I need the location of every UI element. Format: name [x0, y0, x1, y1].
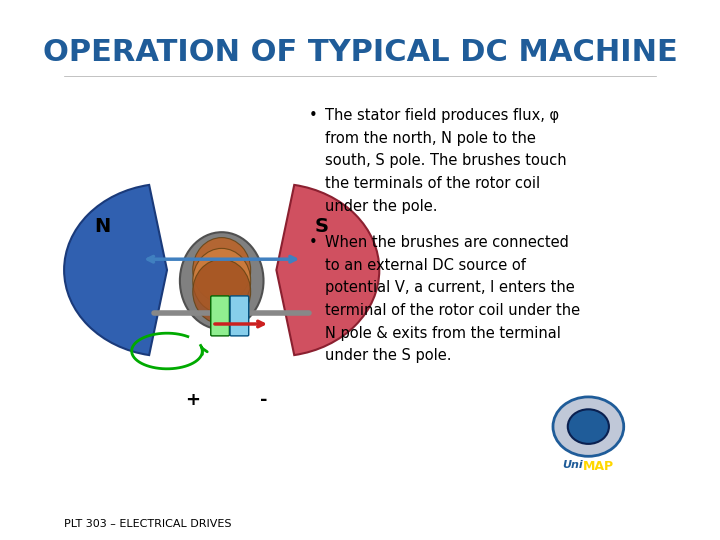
Text: the terminals of the rotor coil: the terminals of the rotor coil [325, 176, 540, 191]
Text: •: • [309, 108, 318, 123]
Text: under the S pole.: under the S pole. [325, 348, 451, 363]
Ellipse shape [193, 248, 251, 313]
Text: south, S pole. The brushes touch: south, S pole. The brushes touch [325, 153, 566, 168]
Text: to an external DC source of: to an external DC source of [325, 258, 526, 273]
Text: potential V, a current, I enters the: potential V, a current, I enters the [325, 280, 575, 295]
Text: Uni: Uni [562, 460, 583, 470]
Text: S: S [315, 217, 328, 237]
Text: MAP: MAP [583, 460, 614, 473]
Text: PLT 303 – ELECTRICAL DRIVES: PLT 303 – ELECTRICAL DRIVES [64, 519, 232, 529]
Circle shape [568, 409, 609, 444]
Ellipse shape [180, 232, 264, 329]
Text: The stator field produces flux, φ: The stator field produces flux, φ [325, 108, 559, 123]
Text: OPERATION OF TYPICAL DC MACHINE: OPERATION OF TYPICAL DC MACHINE [42, 38, 678, 67]
FancyBboxPatch shape [230, 296, 248, 336]
Text: terminal of the rotor coil under the: terminal of the rotor coil under the [325, 303, 580, 318]
Wedge shape [64, 185, 167, 355]
Text: from the north, N pole to the: from the north, N pole to the [325, 131, 536, 146]
Ellipse shape [193, 259, 251, 324]
Text: N: N [94, 217, 111, 237]
Text: When the brushes are connected: When the brushes are connected [325, 235, 569, 250]
FancyBboxPatch shape [211, 296, 230, 336]
Text: N pole & exits from the terminal: N pole & exits from the terminal [325, 326, 560, 341]
Wedge shape [276, 185, 379, 355]
Text: -: - [260, 390, 267, 409]
Text: under the pole.: under the pole. [325, 199, 437, 214]
Circle shape [553, 397, 624, 456]
Ellipse shape [193, 238, 251, 302]
Text: •: • [309, 235, 318, 250]
Text: +: + [185, 390, 200, 409]
